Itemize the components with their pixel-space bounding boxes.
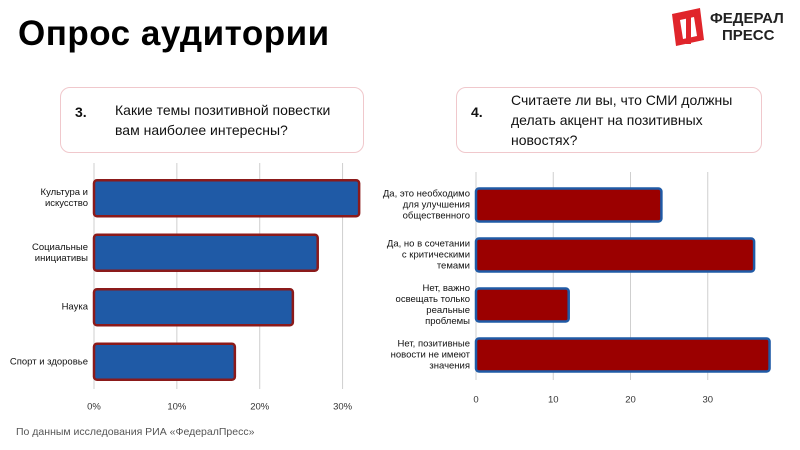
question-box: 4. Считаете ли вы, что СМИ должны делать…: [456, 87, 762, 153]
x-tick-label: 10%: [167, 402, 187, 413]
bar: [92, 233, 319, 272]
category-label: Да, это необходимо для улучшения обществ…: [382, 188, 470, 222]
bar: [474, 287, 570, 323]
bar: [474, 237, 756, 273]
category-label: Культура и искусство: [40, 187, 88, 210]
category-label: Наука: [61, 301, 88, 313]
footer: По данным исследования РИА «ФедералПресс…: [16, 426, 255, 438]
question-number: 4.: [471, 104, 483, 120]
question-box: 3. Какие темы позитивной повестки вам на…: [60, 87, 364, 153]
category-label: Социальные инициативы: [31, 241, 88, 264]
question-text: Считаете ли вы, что СМИ должны делать ак…: [511, 92, 733, 148]
question-text: Какие темы позитивной повестки вам наибо…: [115, 102, 331, 138]
x-tick-label: 0: [473, 395, 478, 406]
page-title: Опрос аудитории: [18, 14, 330, 53]
x-tick-label: 10: [548, 395, 559, 406]
logo-text: ПРЕСС: [722, 27, 775, 44]
logo-mark: [672, 8, 704, 46]
x-tick-label: 30%: [333, 402, 353, 413]
bar: [92, 288, 295, 327]
category-label: Спорт и здоровье: [9, 356, 88, 368]
logo-text: ФЕДЕРАЛ: [710, 10, 784, 27]
bar: [92, 179, 361, 218]
bar: [474, 337, 771, 373]
x-tick-label: 30: [702, 395, 713, 406]
category-label: Да, но в сочетании с критическими темами: [386, 238, 470, 272]
bar: [474, 187, 663, 223]
bar: [92, 342, 237, 381]
question-number: 3.: [75, 104, 87, 120]
x-tick-label: 0%: [87, 402, 101, 413]
category-label: Нет, позитивные новости не имеют значени…: [390, 338, 470, 372]
category-label: Нет, важно освещать только реальные проб…: [395, 283, 470, 327]
x-tick-label: 20%: [250, 402, 270, 413]
x-tick-label: 20: [625, 395, 636, 406]
